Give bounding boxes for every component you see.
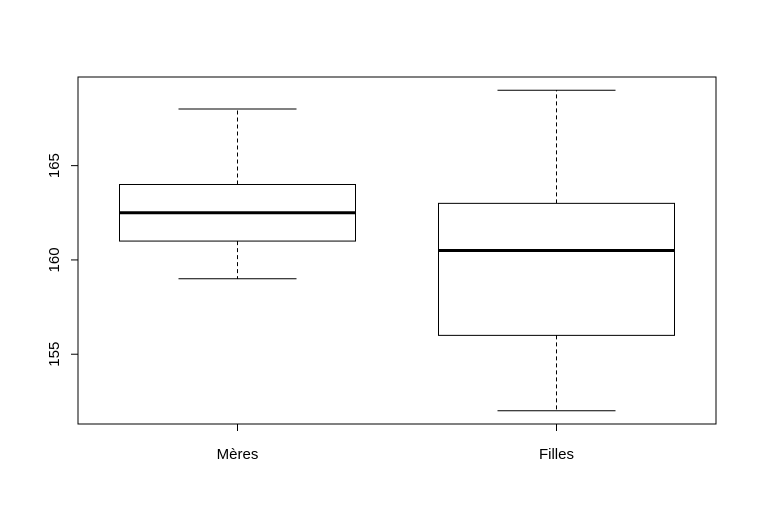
box-1 <box>119 108 356 280</box>
y-tick-label-155: 155 <box>46 342 63 367</box>
box-2 <box>438 89 675 412</box>
y-axis: 155 160 165 <box>46 153 79 367</box>
y-tick-label-165: 165 <box>46 153 63 178</box>
x-tick-label-1: Mères <box>217 446 259 463</box>
box-2-iqr-rect <box>438 202 675 336</box>
x-tick-label-2: Filles <box>539 446 574 463</box>
y-tick-label-160: 160 <box>46 247 63 272</box>
x-axis: Mères Filles <box>217 423 574 463</box>
boxes-layer <box>119 89 675 412</box>
